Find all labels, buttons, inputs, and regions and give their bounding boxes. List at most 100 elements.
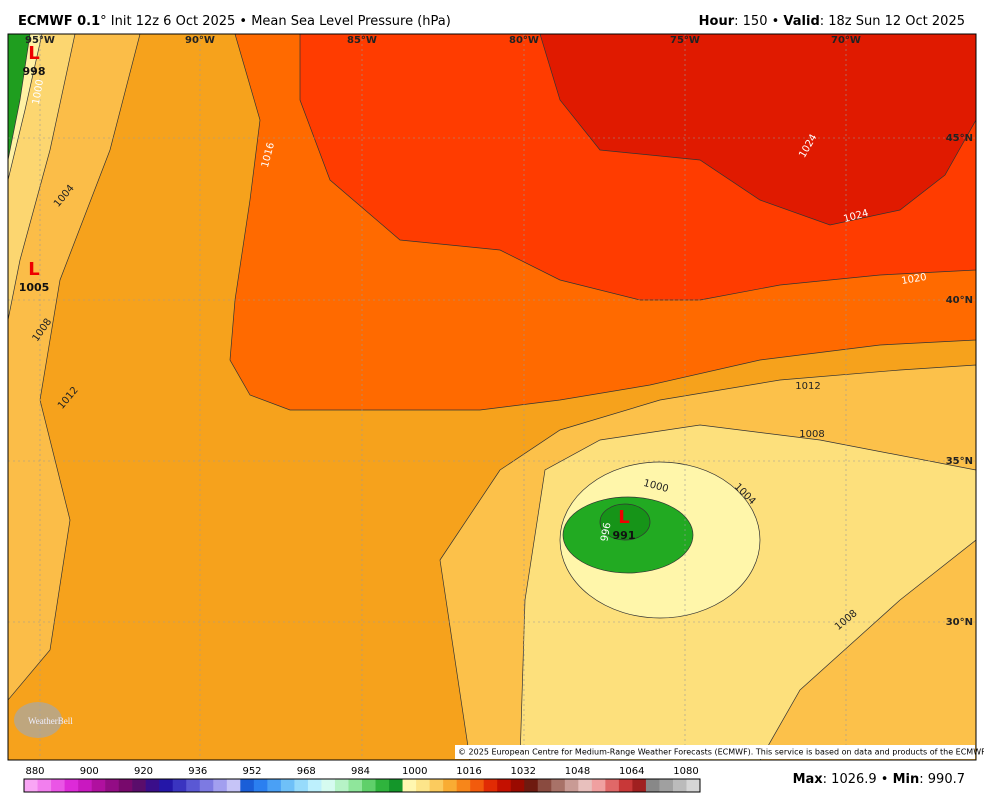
contour-label: 1000	[31, 79, 46, 106]
colorbar-label: 952	[242, 766, 261, 777]
colorbar-swatch	[267, 779, 282, 792]
colorbar-swatch	[497, 779, 512, 792]
logo-mark	[14, 702, 62, 738]
colorbar-swatch	[64, 779, 79, 792]
header-right: Hour: 150 • Valid: 18z Sun 12 Oct 2025	[699, 14, 965, 29]
colorbar-swatch	[51, 779, 65, 792]
colorbar-swatch	[199, 779, 214, 792]
colorbar-swatch	[470, 779, 484, 792]
header-left: ECMWF 0.1° Init 12z 6 Oct 2025 • Mean Se…	[18, 14, 451, 29]
contour-label: 1008	[799, 429, 824, 440]
colorbar-swatch	[78, 779, 92, 792]
colorbar-swatch	[618, 779, 633, 792]
longitude-label: 70°W	[831, 35, 861, 46]
colorbar-swatch	[240, 779, 255, 792]
colorbar-swatch	[348, 779, 363, 792]
max-min-part: : 990.7	[919, 772, 965, 787]
colorbar-swatch	[253, 779, 268, 792]
colorbar-swatch	[294, 779, 309, 792]
colorbar-swatch	[213, 779, 228, 792]
colorbar-swatch	[37, 779, 52, 792]
region-1024	[539, 34, 976, 226]
low-value: 991	[613, 529, 636, 542]
graticule	[8, 34, 976, 760]
colorbar-swatch	[537, 779, 552, 792]
colorbar-label: 1016	[456, 766, 481, 777]
longitude-label: 75°W	[670, 35, 700, 46]
colorbar-label: 984	[351, 766, 370, 777]
colorbar-label: 880	[25, 766, 44, 777]
colorbar-swatch	[578, 779, 593, 792]
credit-bg	[455, 745, 975, 759]
header-right-part: Valid	[783, 14, 819, 29]
colorbar-swatch	[510, 779, 525, 792]
colorbar-swatch	[524, 779, 539, 792]
colorbar-swatch	[362, 779, 376, 792]
max-min-part: : 1026.9 •	[823, 772, 893, 787]
latitude-label: 35°N	[946, 456, 973, 467]
colorbar-label: 1032	[511, 766, 536, 777]
colorbar-swatch	[145, 779, 160, 792]
colorbar-label: 936	[188, 766, 207, 777]
longitude-label: 95°W	[25, 35, 55, 46]
colorbar-swatch	[186, 779, 201, 792]
max-min-part: Max	[793, 772, 824, 787]
longitude-label: 85°W	[347, 35, 377, 46]
colorbar-swatch	[483, 779, 498, 792]
colorbar-swatch	[551, 779, 566, 792]
header-right-part: : 150 •	[734, 14, 783, 29]
colorbar-swatch	[334, 779, 349, 792]
colorbar-swatch	[172, 779, 187, 792]
colorbar-label: 920	[134, 766, 153, 777]
contour-label: 1020	[901, 272, 928, 287]
colorbar-label: 1000	[402, 766, 427, 777]
colorbar-swatch	[672, 779, 687, 792]
colorbar-swatch	[659, 779, 674, 792]
colorbar-swatch	[564, 779, 579, 792]
colorbar-label: 1064	[619, 766, 644, 777]
credit: © 2025 European Centre for Medium-Range …	[458, 748, 984, 757]
colorbar-swatch	[645, 779, 660, 792]
region-992-core	[599, 503, 651, 541]
low-symbol: L	[28, 43, 39, 64]
low-value: 998	[23, 65, 46, 78]
colorbar-swatch	[105, 779, 119, 792]
colorbar-swatch	[443, 779, 457, 792]
colorbar-swatch	[375, 779, 390, 792]
colorbar-label: 968	[297, 766, 316, 777]
colorbar-swatch	[280, 779, 295, 792]
contour-label: 996	[599, 522, 613, 543]
colorbar-swatch	[321, 779, 336, 792]
max-min: Max: 1026.9 • Min: 990.7	[793, 772, 965, 787]
map-fill	[8, 34, 976, 760]
colorbar-swatch	[159, 779, 174, 792]
longitude-label: 80°W	[509, 35, 539, 46]
latitude-label: 30°N	[946, 617, 973, 628]
colorbar-swatch	[456, 779, 471, 792]
latitude-label: 45°N	[946, 133, 973, 144]
map-frame	[7, 33, 977, 761]
longitude-label: 90°W	[185, 35, 215, 46]
colorbar-swatch	[389, 779, 403, 792]
colorbar-label: 900	[80, 766, 99, 777]
colorbar-swatch	[24, 779, 38, 792]
colorbar-swatch	[591, 779, 606, 792]
logo: WeatherBell	[28, 716, 73, 726]
colorbar-label: 1080	[673, 766, 698, 777]
colorbar-swatch	[118, 779, 133, 792]
low-symbol: L	[618, 507, 629, 528]
colorbar-frame	[23, 778, 701, 793]
colorbar-swatch	[402, 779, 417, 792]
low-value: 1005	[19, 281, 50, 294]
colorbar-swatch	[686, 779, 701, 792]
colorbar-swatch	[429, 779, 444, 792]
header-right-part: Hour	[699, 14, 735, 29]
colorbar-label: 1048	[565, 766, 590, 777]
low-symbol: L	[28, 259, 39, 280]
region-996	[8, 34, 31, 161]
colorbar-swatch	[307, 779, 322, 792]
colorbar-swatch	[132, 779, 146, 792]
contour-label: 1012	[795, 381, 820, 392]
